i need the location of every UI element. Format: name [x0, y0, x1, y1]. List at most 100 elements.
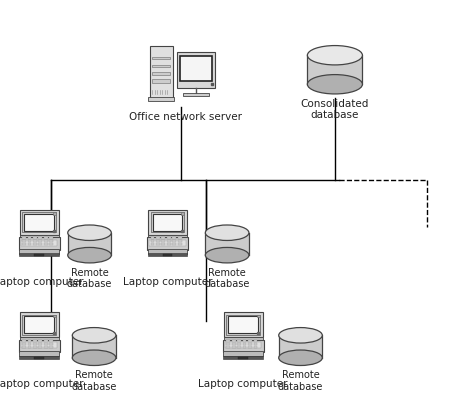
Bar [20, 210, 58, 235]
Bar [172, 243, 176, 245]
Text: Remote
database: Remote database [205, 267, 250, 289]
Text: Laptop computer: Laptop computer [123, 277, 212, 287]
Bar [237, 343, 241, 345]
Bar [227, 315, 260, 335]
Bar [237, 346, 241, 348]
Text: Remote
database: Remote database [72, 370, 117, 392]
Bar [167, 243, 171, 245]
Bar [28, 346, 31, 348]
Ellipse shape [68, 225, 111, 241]
Bar [148, 235, 187, 237]
Bar [163, 254, 172, 256]
Bar [20, 235, 58, 237]
Bar [242, 340, 247, 342]
Bar [224, 337, 263, 340]
Bar [151, 237, 154, 239]
Ellipse shape [73, 350, 116, 365]
Bar [35, 357, 44, 359]
Bar [239, 357, 248, 359]
Bar [20, 337, 58, 340]
Bar [151, 240, 154, 242]
Text: Remote
database: Remote database [278, 370, 323, 392]
Bar [232, 343, 235, 345]
Bar [254, 340, 257, 342]
Bar [24, 316, 54, 333]
Bar [28, 237, 31, 239]
Bar [226, 343, 230, 345]
Bar [44, 237, 48, 239]
Bar [177, 52, 215, 88]
Bar [19, 351, 59, 356]
Bar [53, 212, 56, 215]
Bar [22, 315, 56, 335]
Bar [161, 240, 165, 242]
Bar [44, 340, 48, 342]
Bar [20, 312, 58, 337]
Bar [21, 240, 57, 246]
Bar [50, 340, 53, 342]
Bar [183, 93, 209, 96]
Text: Laptop computer: Laptop computer [0, 380, 84, 389]
Bar [148, 253, 187, 256]
Bar [153, 214, 183, 231]
Bar [19, 249, 59, 254]
Bar [151, 243, 154, 245]
Bar [148, 97, 174, 100]
Bar [50, 343, 53, 345]
Bar [224, 356, 263, 359]
Text: Remote
database: Remote database [67, 267, 112, 289]
Bar [44, 343, 48, 345]
Bar [150, 46, 173, 98]
Bar [33, 237, 37, 239]
Bar [148, 249, 187, 254]
Bar [232, 346, 235, 348]
Bar [181, 212, 184, 215]
Bar [53, 315, 56, 318]
Bar [149, 240, 186, 246]
Bar [50, 346, 53, 348]
Bar [254, 343, 257, 345]
Bar [33, 346, 37, 348]
Bar [224, 351, 263, 356]
Bar [152, 79, 170, 83]
Bar [35, 254, 44, 256]
Text: Office network server: Office network server [129, 111, 242, 122]
Bar [248, 340, 252, 342]
Bar [38, 340, 43, 342]
Bar [22, 240, 26, 242]
Bar [68, 233, 111, 255]
Bar [161, 237, 165, 239]
Ellipse shape [205, 247, 249, 263]
Bar [226, 340, 230, 342]
Bar [38, 343, 43, 345]
Bar [156, 240, 160, 242]
Bar [22, 343, 26, 345]
Bar [178, 240, 182, 242]
Bar [257, 315, 260, 318]
Bar [242, 346, 247, 348]
Bar [33, 343, 37, 345]
Bar [28, 243, 31, 245]
Bar [19, 237, 59, 250]
Bar [22, 346, 26, 348]
Text: Laptop computer: Laptop computer [198, 380, 288, 389]
Bar [148, 210, 187, 235]
Bar [248, 343, 252, 345]
Bar [38, 237, 43, 239]
Bar [44, 243, 48, 245]
Bar [22, 340, 26, 342]
Bar [38, 346, 43, 348]
Bar [225, 342, 261, 348]
Bar [147, 237, 188, 250]
Bar [38, 243, 43, 245]
Ellipse shape [68, 247, 111, 263]
Bar [232, 340, 235, 342]
Bar [228, 316, 258, 333]
Bar [151, 212, 184, 232]
Bar [38, 240, 43, 242]
Bar [24, 214, 54, 231]
Bar [50, 243, 53, 245]
Bar [248, 346, 252, 348]
Bar [172, 240, 176, 242]
Bar [279, 335, 322, 358]
